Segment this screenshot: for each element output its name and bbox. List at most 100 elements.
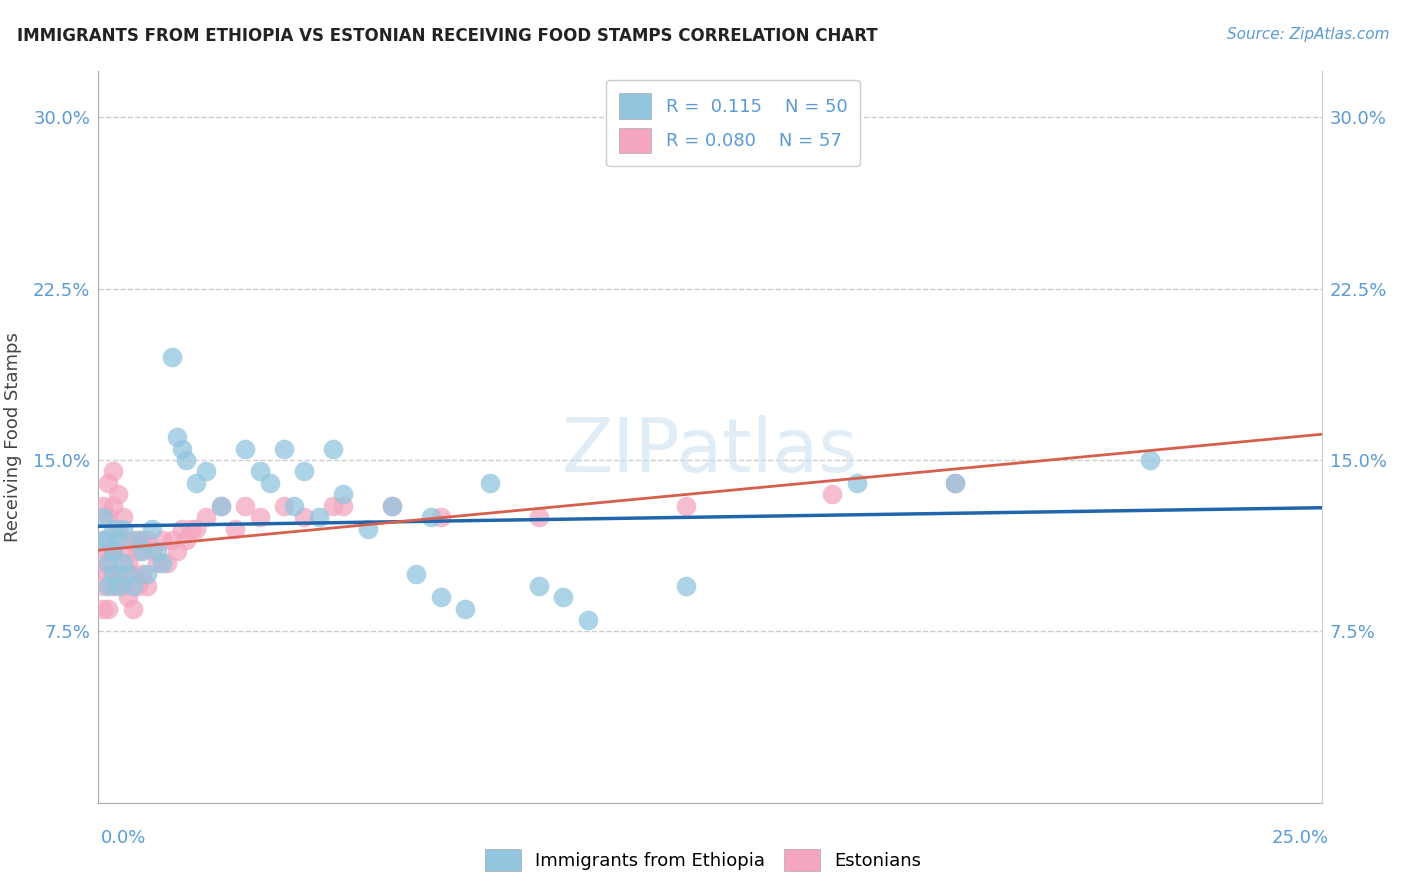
Point <box>322 499 344 513</box>
Point <box>107 579 129 593</box>
Text: 25.0%: 25.0% <box>1271 829 1329 847</box>
Point <box>141 544 163 558</box>
Point <box>97 544 120 558</box>
Point <box>292 510 315 524</box>
Point <box>322 442 344 456</box>
Point <box>127 533 149 547</box>
Point <box>117 590 139 604</box>
Point <box>249 510 271 524</box>
Text: ZIPatlas: ZIPatlas <box>562 415 858 488</box>
Point <box>121 533 143 547</box>
Point <box>381 499 404 513</box>
Legend: Immigrants from Ethiopia, Estonians: Immigrants from Ethiopia, Estonians <box>478 842 928 879</box>
Point <box>117 556 139 570</box>
Point <box>195 510 218 524</box>
Point <box>97 510 120 524</box>
Point <box>195 464 218 478</box>
Point <box>943 475 966 490</box>
Point <box>150 533 173 547</box>
Point <box>576 613 599 627</box>
Text: 0.0%: 0.0% <box>101 829 146 847</box>
Point <box>91 601 114 615</box>
Point <box>176 533 198 547</box>
Point <box>209 499 232 513</box>
Y-axis label: Receiving Food Stamps: Receiving Food Stamps <box>4 332 21 542</box>
Point <box>91 499 114 513</box>
Text: Source: ZipAtlas.com: Source: ZipAtlas.com <box>1226 27 1389 42</box>
Point <box>111 579 134 593</box>
Point <box>127 579 149 593</box>
Point <box>91 579 114 593</box>
Point <box>131 544 153 558</box>
Point <box>150 556 173 570</box>
Point <box>170 442 193 456</box>
Point <box>1139 453 1161 467</box>
Point <box>170 521 193 535</box>
Point <box>233 499 256 513</box>
Point <box>166 544 188 558</box>
Point <box>111 544 134 558</box>
Point <box>308 510 330 524</box>
Point <box>186 521 208 535</box>
Point <box>845 475 868 490</box>
Point <box>131 567 153 582</box>
Point <box>224 521 246 535</box>
Point <box>107 521 129 535</box>
Point <box>91 556 114 570</box>
Point <box>405 567 427 582</box>
Point <box>273 499 295 513</box>
Point <box>273 442 295 456</box>
Point <box>107 487 129 501</box>
Point <box>356 521 378 535</box>
Point <box>111 556 134 570</box>
Point <box>136 579 159 593</box>
Point <box>97 567 120 582</box>
Point <box>527 579 550 593</box>
Point <box>821 487 844 501</box>
Point <box>156 556 179 570</box>
Point <box>420 510 443 524</box>
Point <box>97 579 120 593</box>
Point <box>101 544 124 558</box>
Point <box>186 475 208 490</box>
Point <box>332 499 354 513</box>
Point <box>101 464 124 478</box>
Point <box>141 521 163 535</box>
Point <box>101 544 124 558</box>
Point <box>454 601 477 615</box>
Point <box>91 533 114 547</box>
Point <box>283 499 305 513</box>
Point <box>111 521 134 535</box>
Point <box>478 475 501 490</box>
Point <box>146 556 169 570</box>
Point <box>430 590 453 604</box>
Point <box>160 533 183 547</box>
Point <box>381 499 404 513</box>
Point <box>553 590 575 604</box>
Point <box>127 544 149 558</box>
Legend: R =  0.115    N = 50, R = 0.080    N = 57: R = 0.115 N = 50, R = 0.080 N = 57 <box>606 80 860 166</box>
Point <box>259 475 281 490</box>
Point <box>675 499 697 513</box>
Text: IMMIGRANTS FROM ETHIOPIA VS ESTONIAN RECEIVING FOOD STAMPS CORRELATION CHART: IMMIGRANTS FROM ETHIOPIA VS ESTONIAN REC… <box>17 27 877 45</box>
Point <box>332 487 354 501</box>
Point <box>527 510 550 524</box>
Point <box>97 556 120 570</box>
Point <box>675 579 697 593</box>
Point <box>117 533 139 547</box>
Point <box>97 533 120 547</box>
Point <box>101 499 124 513</box>
Point <box>121 567 143 582</box>
Point <box>97 475 120 490</box>
Point <box>136 567 159 582</box>
Point <box>160 350 183 364</box>
Point <box>233 442 256 456</box>
Point <box>107 533 129 547</box>
Point <box>91 533 114 547</box>
Point <box>107 567 129 582</box>
Point <box>111 510 134 524</box>
Point <box>249 464 271 478</box>
Point <box>91 510 114 524</box>
Point <box>101 579 124 593</box>
Point <box>101 567 124 582</box>
